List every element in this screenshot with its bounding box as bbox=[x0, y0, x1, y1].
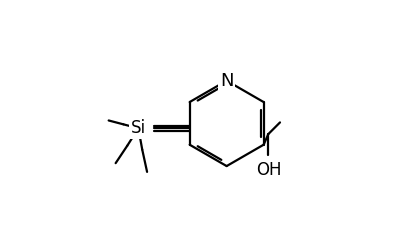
Text: OH: OH bbox=[257, 161, 282, 179]
Text: Si: Si bbox=[131, 119, 146, 137]
Text: N: N bbox=[220, 72, 233, 90]
